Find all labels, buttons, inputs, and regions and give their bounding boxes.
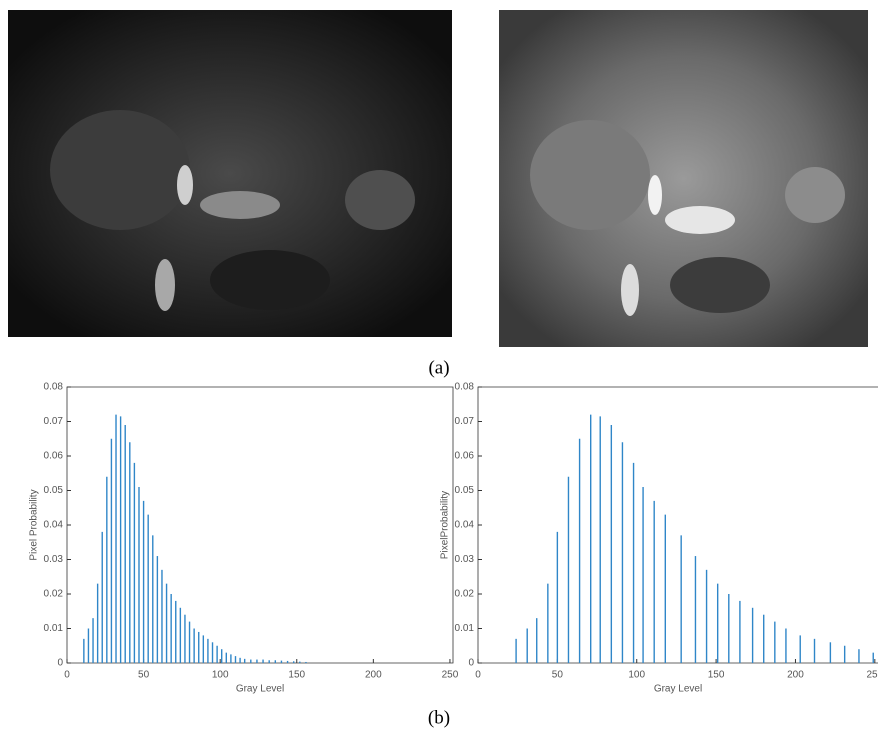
x-tick-label: 150 [288, 670, 305, 681]
y-tick-label: 0.07 [455, 416, 475, 427]
y-tick-label: 0.06 [44, 451, 64, 462]
y-tick-label: 0.05 [455, 485, 475, 496]
x-tick-label: 100 [628, 670, 645, 681]
y-tick-label: 0.01 [455, 623, 475, 634]
x-tick-label: 200 [365, 670, 382, 681]
x-tick-label: 0 [64, 670, 70, 681]
x-axis-label: Gray Level [654, 684, 702, 695]
axes-box [66, 386, 454, 664]
y-tick-label: 0.05 [44, 485, 64, 496]
x-tick-label: 100 [212, 670, 229, 681]
x-tick-label: 50 [138, 670, 150, 681]
x-tick-label: 50 [552, 670, 564, 681]
x-tick-label: 150 [708, 670, 725, 681]
caption: (b) [428, 707, 450, 728]
y-tick-label: 0 [468, 658, 474, 669]
y-tick-label: 0.07 [44, 416, 64, 427]
y-tick-label: 0.06 [455, 451, 475, 462]
x-tick-label: 250 [442, 670, 459, 681]
mri-original [8, 10, 452, 337]
caption: (a) [428, 357, 449, 378]
y-tick-label: 0.02 [455, 589, 475, 600]
y-tick-label: 0.03 [44, 554, 64, 565]
x-tick-label: 0 [475, 670, 481, 681]
y-tick-label: 0.03 [455, 554, 475, 565]
x-tick-label: 250 [866, 670, 878, 681]
mri-enhanced [499, 10, 868, 347]
y-tick-label: 0.02 [44, 589, 64, 600]
y-tick-label: 0.08 [44, 382, 64, 393]
y-tick-label: 0.04 [44, 520, 64, 531]
y-tick-label: 0.04 [455, 520, 475, 531]
y-axis-label: PixelProbability [440, 491, 451, 559]
axes-box [477, 386, 878, 664]
y-tick-label: 0.08 [455, 382, 475, 393]
y-axis-label: Pixel Probability [29, 489, 40, 560]
y-tick-label: 0.01 [44, 623, 64, 634]
x-tick-label: 200 [787, 670, 804, 681]
x-axis-label: Gray Level [236, 684, 284, 695]
y-tick-label: 0 [57, 658, 63, 669]
